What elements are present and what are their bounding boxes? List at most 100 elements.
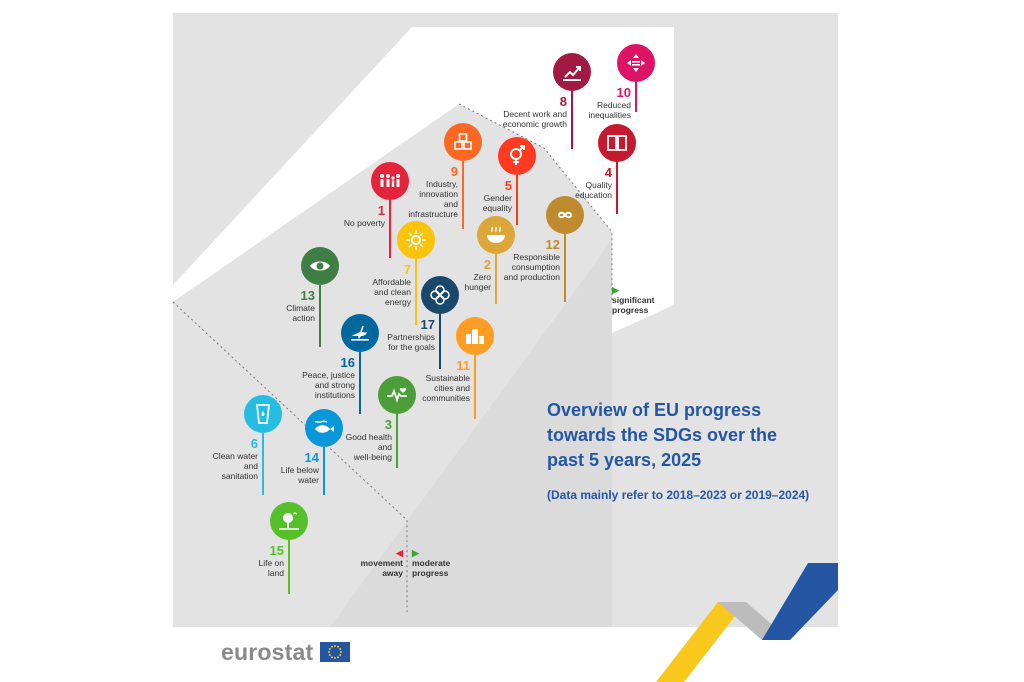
sdg-goal-label: Affordable and clean energy	[372, 277, 411, 307]
green-triangle-icon: ▶	[612, 285, 619, 295]
sdg-goal-stem	[288, 540, 290, 594]
eu-flag-icon	[320, 642, 350, 662]
sdg-goal-number: 8	[559, 94, 567, 109]
sdg-goal-stem	[396, 414, 398, 468]
grey-wedge	[330, 240, 612, 627]
moderate-progress-marker: ▶ moderate progress	[412, 548, 450, 578]
sdg-goal-number: 9	[450, 164, 458, 179]
growth-chart-icon	[560, 60, 584, 84]
movement-away-marker: ◀ movement away	[352, 548, 403, 578]
sdg-goal-number: 17	[420, 317, 435, 332]
sdg-goal-label: Gender equality	[482, 193, 512, 213]
sdg-goal-number: 11	[456, 358, 470, 373]
heartbeat-icon	[385, 383, 409, 407]
sun-icon	[404, 228, 428, 252]
green-triangle-icon: ▶	[412, 548, 419, 558]
sdg-goal-circle	[341, 314, 379, 352]
sdg-goal-circle	[617, 44, 655, 82]
sdg-goal-stem	[462, 161, 464, 229]
moderate-boundary-line	[172, 301, 408, 612]
sdg-goal-label: Good health and well-being	[345, 432, 392, 462]
sdg-goal-label: Zero hunger	[464, 272, 491, 292]
sdg-goal-circle	[244, 395, 282, 433]
sdg-goal-circle	[456, 317, 494, 355]
sdg-goal-number: 10	[616, 85, 631, 100]
sdg-goal-label: Quality education	[575, 180, 612, 200]
eye-globe-icon	[308, 254, 332, 278]
page-title: Overview of EU progress towards the SDGs…	[547, 400, 778, 470]
fish-icon	[312, 416, 336, 440]
sdg-goal-label: Peace, justice and strong institutions	[302, 370, 355, 400]
sdg-goal-stem	[516, 175, 518, 225]
sdg-goal-stem	[439, 314, 441, 369]
sdg-goal-number: 12	[545, 237, 560, 252]
infinity-icon	[553, 203, 577, 227]
sdg-goal-stem	[319, 285, 321, 347]
sdg-goal-stem	[359, 352, 361, 414]
sdg-goal-label: Sustainable cities and communities	[422, 373, 470, 403]
sdg-goal-circle	[444, 123, 482, 161]
sdg-goal-label: Reduced inequalities	[588, 100, 631, 120]
sdg-goal-label: Clean water and sanitation	[212, 451, 258, 481]
tree-icon	[277, 509, 301, 533]
red-triangle-icon: ◀	[396, 548, 403, 558]
sdg-goal-number: 16	[340, 355, 355, 370]
significant-progress-label: significant progress	[612, 295, 655, 315]
cubes-icon	[451, 130, 475, 154]
book-icon	[605, 131, 629, 155]
movement-away-label: movement away	[360, 558, 403, 578]
sdg-goal-label: No poverty	[343, 218, 385, 228]
sdg-goal-circle	[421, 276, 459, 314]
gender-symbol-icon	[505, 144, 529, 168]
sdg-goal-stem	[564, 234, 566, 302]
rings-icon	[428, 283, 452, 307]
sdg-goal-circle	[498, 137, 536, 175]
family-icon	[378, 169, 402, 193]
sdg-goal-stem	[571, 91, 573, 149]
sdg-goal-number: 4	[604, 165, 612, 180]
sdg-goal-circle	[477, 216, 515, 254]
sdg-goal-stem	[389, 200, 391, 258]
page-subtitle: (Data mainly refer to 2018–2023 or 2019–…	[547, 488, 810, 502]
sdg-goal-label: Climate action	[286, 303, 315, 323]
ribbon-blue	[762, 563, 838, 640]
sdg-goal-number: 13	[300, 288, 315, 303]
sdg-goal-stem	[495, 254, 497, 304]
water-glass-icon	[251, 402, 275, 426]
sdg-goal-circle	[371, 162, 409, 200]
bowl-icon	[484, 223, 508, 247]
sdg-goal-circle	[305, 409, 343, 447]
sdg-goal-number: 14	[304, 450, 319, 465]
significant-progress-marker: ▶ significant progress	[612, 285, 655, 315]
sdg-goal-label: Partnerships for the goals	[387, 332, 435, 352]
sdg-goal-label: Responsible consumption and production	[503, 252, 560, 282]
sdg-goal-number: 5	[504, 178, 512, 193]
sdg-goal-circle	[378, 376, 416, 414]
sdg-goal-circle	[553, 53, 591, 91]
sdg-goal-circle	[397, 221, 435, 259]
sdg-goal-stem	[474, 355, 476, 419]
sdg-goal-number: 3	[384, 417, 392, 432]
dove-icon	[348, 321, 372, 345]
sdg-goal-circle	[301, 247, 339, 285]
sdg-goal-label: Life on land	[258, 558, 284, 578]
sdg-goal-stem	[323, 447, 325, 495]
sdg-goal-label: Industry, innovation and infrastructure	[408, 179, 458, 219]
sdg-goal-stem	[262, 433, 264, 495]
moderate-progress-label: moderate progress	[412, 558, 451, 578]
ribbon-yellow	[656, 602, 746, 682]
sdg-goal-circle	[546, 196, 584, 234]
sdg-goal-number: 6	[250, 436, 258, 451]
equality-arrows-icon	[624, 51, 648, 75]
sdg-goal-label: Life below water	[280, 465, 319, 485]
sdg-goal-number: 1	[377, 203, 385, 218]
buildings-icon	[463, 324, 487, 348]
sdg-goal-number: 7	[403, 262, 411, 277]
sdg-goal-circle	[270, 502, 308, 540]
sdg-goal-circle	[598, 124, 636, 162]
sdg-goal-stem	[635, 82, 637, 112]
eurostat-logo-text: eurostat	[221, 639, 314, 665]
sdg-goal-label: Decent work and economic growth	[502, 109, 567, 129]
